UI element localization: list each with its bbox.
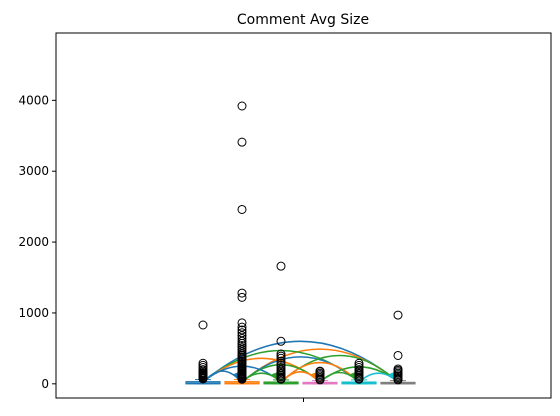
outlier-point (276, 365, 286, 375)
y-tick-label: 0 (41, 377, 49, 391)
y-tick-label: 4000 (18, 93, 49, 107)
outlier-point (276, 261, 286, 271)
outlier-point (237, 328, 247, 338)
outlier-point (198, 363, 208, 373)
arc-annotations (205, 340, 396, 381)
outlier-point (276, 353, 286, 363)
box-group (341, 358, 377, 385)
y-axis: 0 1000 2000 3000 4000 (18, 93, 56, 391)
box-group (263, 261, 299, 385)
outlier-point (237, 322, 247, 332)
y-tick-label: 3000 (18, 164, 49, 178)
arc-line (244, 372, 279, 381)
plot-frame (55, 32, 552, 399)
outlier-point (237, 292, 247, 302)
outlier-point (237, 349, 247, 359)
outlier-point (354, 363, 364, 373)
outlier-point (237, 204, 247, 214)
outlier-point (237, 345, 247, 355)
outlier-point (393, 364, 403, 374)
outlier-point (237, 318, 247, 328)
outlier-point (276, 349, 286, 359)
outlier-point (354, 358, 364, 368)
box-group (185, 320, 221, 385)
box-group (302, 366, 338, 385)
arc-line (361, 372, 396, 381)
chart-title: Comment Avg Size (237, 12, 369, 28)
outlier-point (276, 360, 286, 370)
outlier-point (354, 365, 364, 375)
outlier-point (198, 358, 208, 368)
outlier-point (354, 360, 364, 370)
outlier-point (276, 351, 286, 361)
outlier-point (315, 366, 325, 376)
outlier-point (237, 331, 247, 341)
outlier-point (237, 336, 247, 346)
outlier-point (237, 137, 247, 147)
outlier-point (276, 336, 286, 346)
outlier-point (237, 343, 247, 353)
y-tick-label: 1000 (18, 306, 49, 320)
outlier-point (276, 356, 286, 366)
outlier-point (237, 325, 247, 335)
box-group (224, 101, 260, 385)
y-tick-label: 2000 (18, 235, 49, 249)
outlier-point (276, 358, 286, 368)
outlier-point (276, 363, 286, 373)
outlier-point (237, 341, 247, 351)
arc-line (322, 371, 357, 381)
outlier-point (198, 365, 208, 375)
outlier-point (198, 320, 208, 330)
outlier-point (237, 101, 247, 111)
outlier-point (393, 350, 403, 360)
outlier-point (237, 333, 247, 343)
outlier-point (198, 360, 208, 370)
box-series (185, 101, 416, 385)
outlier-point (237, 347, 247, 357)
outlier-point (393, 310, 403, 320)
outlier-point (237, 288, 247, 298)
box-group (380, 310, 416, 385)
